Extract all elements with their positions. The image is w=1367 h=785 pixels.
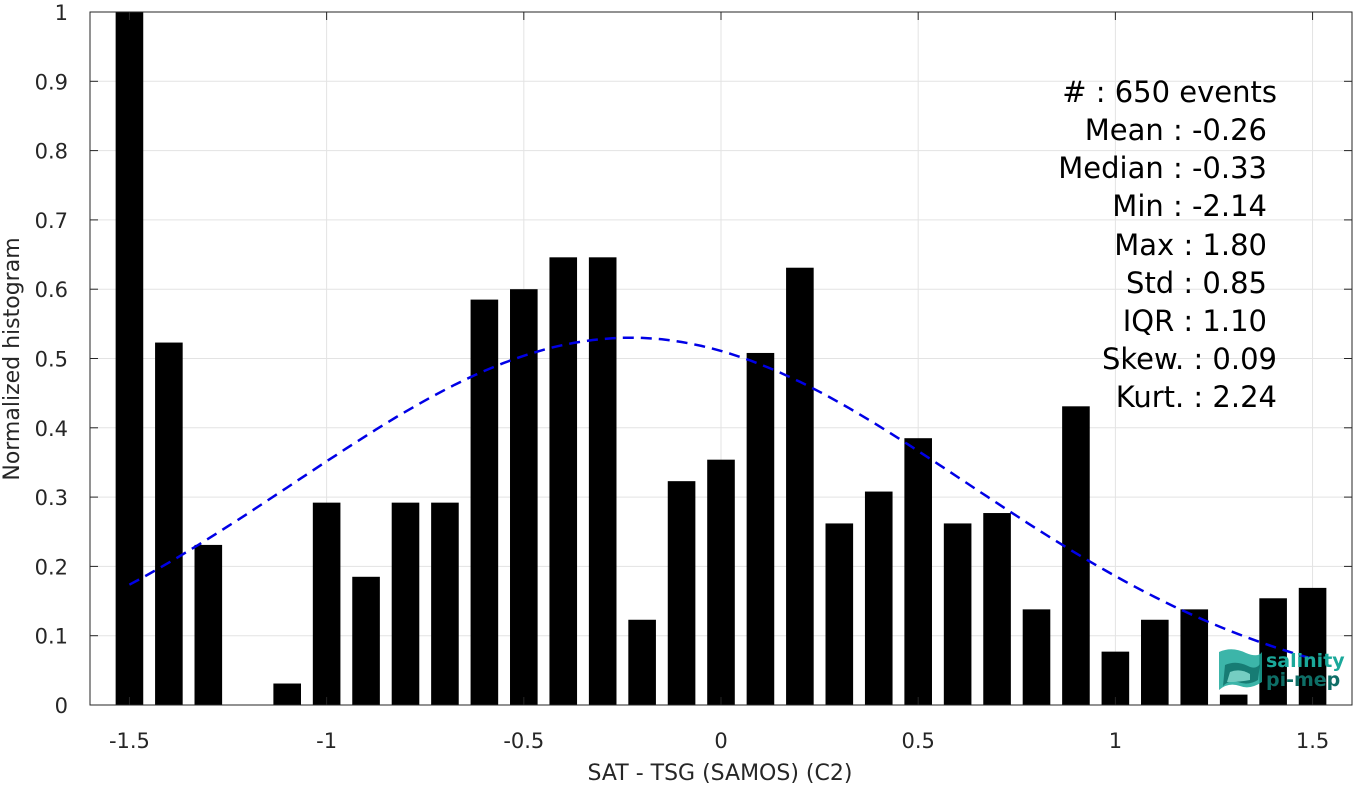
histogram-bar	[786, 267, 814, 705]
x-tick-label: 0.5	[901, 729, 934, 753]
histogram-bar	[312, 502, 341, 705]
stat-iqr: IQR : 1.10	[1123, 304, 1267, 338]
y-tick-label: 0.2	[35, 555, 68, 579]
y-axis-title: Normalized histogram	[0, 237, 25, 480]
stat-min: Min : -2.14	[1112, 189, 1267, 223]
histogram-bar	[1022, 609, 1051, 705]
logo-text-line1: salinity	[1266, 650, 1345, 672]
histogram-bar	[588, 257, 617, 705]
histogram-bar	[746, 352, 775, 705]
y-tick-label: 0.9	[35, 70, 68, 94]
logo-wave-icon	[1219, 649, 1262, 690]
histogram-bar	[1219, 694, 1248, 705]
stat-max: Max : 1.80	[1114, 228, 1267, 262]
histogram-bar	[115, 12, 144, 705]
histogram-bar	[1180, 609, 1209, 705]
histogram-bar	[1298, 587, 1327, 705]
histogram-bar	[667, 481, 696, 705]
x-axis-title: SAT - TSG (SAMOS) (C2)	[588, 761, 853, 785]
histogram-bar	[273, 683, 301, 705]
y-axis-ticks: 0 0.1 0.2 0.3 0.4 0.5 0.6 0.7 0.8 0.9 1	[35, 1, 1352, 718]
histogram-bar	[352, 576, 380, 705]
y-tick-label: 1	[55, 1, 68, 25]
x-tick-label: 1	[1109, 729, 1122, 753]
stat-skew: Skew. : 0.09	[1102, 342, 1277, 376]
histogram-bar	[391, 502, 420, 705]
y-tick-label: 0.3	[35, 486, 68, 510]
x-axis-ticks: -1.5 -1 -0.5 0 0.5 1 1.5	[109, 12, 1329, 753]
stat-median: Median : -0.33	[1058, 151, 1267, 185]
salinity-pimep-logo: salinity pi-mep	[1219, 649, 1345, 691]
histogram-bar	[943, 523, 972, 705]
histogram-bar	[470, 299, 499, 705]
histogram-bar	[904, 438, 932, 705]
stat-std: Std : 0.85	[1126, 266, 1267, 300]
x-tick-label: 0	[714, 729, 727, 753]
gaussian-fit-curve	[128, 336, 1313, 660]
y-tick-label: 0.5	[35, 348, 68, 372]
histogram-bar	[1062, 406, 1090, 705]
histogram-bar	[510, 289, 538, 705]
logo-text-line2: pi-mep	[1266, 669, 1340, 691]
histogram-bar	[431, 502, 459, 705]
y-tick-label: 0.4	[35, 417, 68, 441]
histogram-bar	[155, 342, 183, 705]
histogram-bar	[707, 459, 735, 705]
histogram-bar	[983, 513, 1011, 705]
histogram-bar	[1101, 651, 1130, 705]
histogram-bar	[1259, 598, 1287, 705]
histogram-bar	[864, 491, 893, 705]
histogram-bar	[628, 619, 656, 705]
bar-series	[115, 12, 1327, 705]
x-tick-label: 1.5	[1296, 729, 1329, 753]
x-tick-label: -1.5	[109, 729, 150, 753]
y-tick-label: 0.8	[35, 140, 68, 164]
y-tick-label: 0.1	[35, 625, 68, 649]
y-tick-label: 0.6	[35, 278, 68, 302]
histogram-bar	[194, 544, 223, 705]
x-tick-label: -0.5	[503, 729, 544, 753]
histogram-bar	[825, 523, 854, 705]
stat-mean: Mean : -0.26	[1085, 113, 1267, 147]
y-tick-label: 0	[55, 694, 68, 718]
histogram-bar	[549, 257, 578, 705]
x-tick-label: -1	[316, 729, 337, 753]
histogram-bar	[1141, 619, 1169, 705]
stat-kurt: Kurt. : 2.24	[1116, 380, 1277, 414]
y-tick-label: 0.7	[35, 209, 68, 233]
stat-count: # : 650 events	[1062, 75, 1277, 109]
stats-box: # : 650 events Mean : -0.26 Median : -0.…	[1058, 75, 1277, 414]
